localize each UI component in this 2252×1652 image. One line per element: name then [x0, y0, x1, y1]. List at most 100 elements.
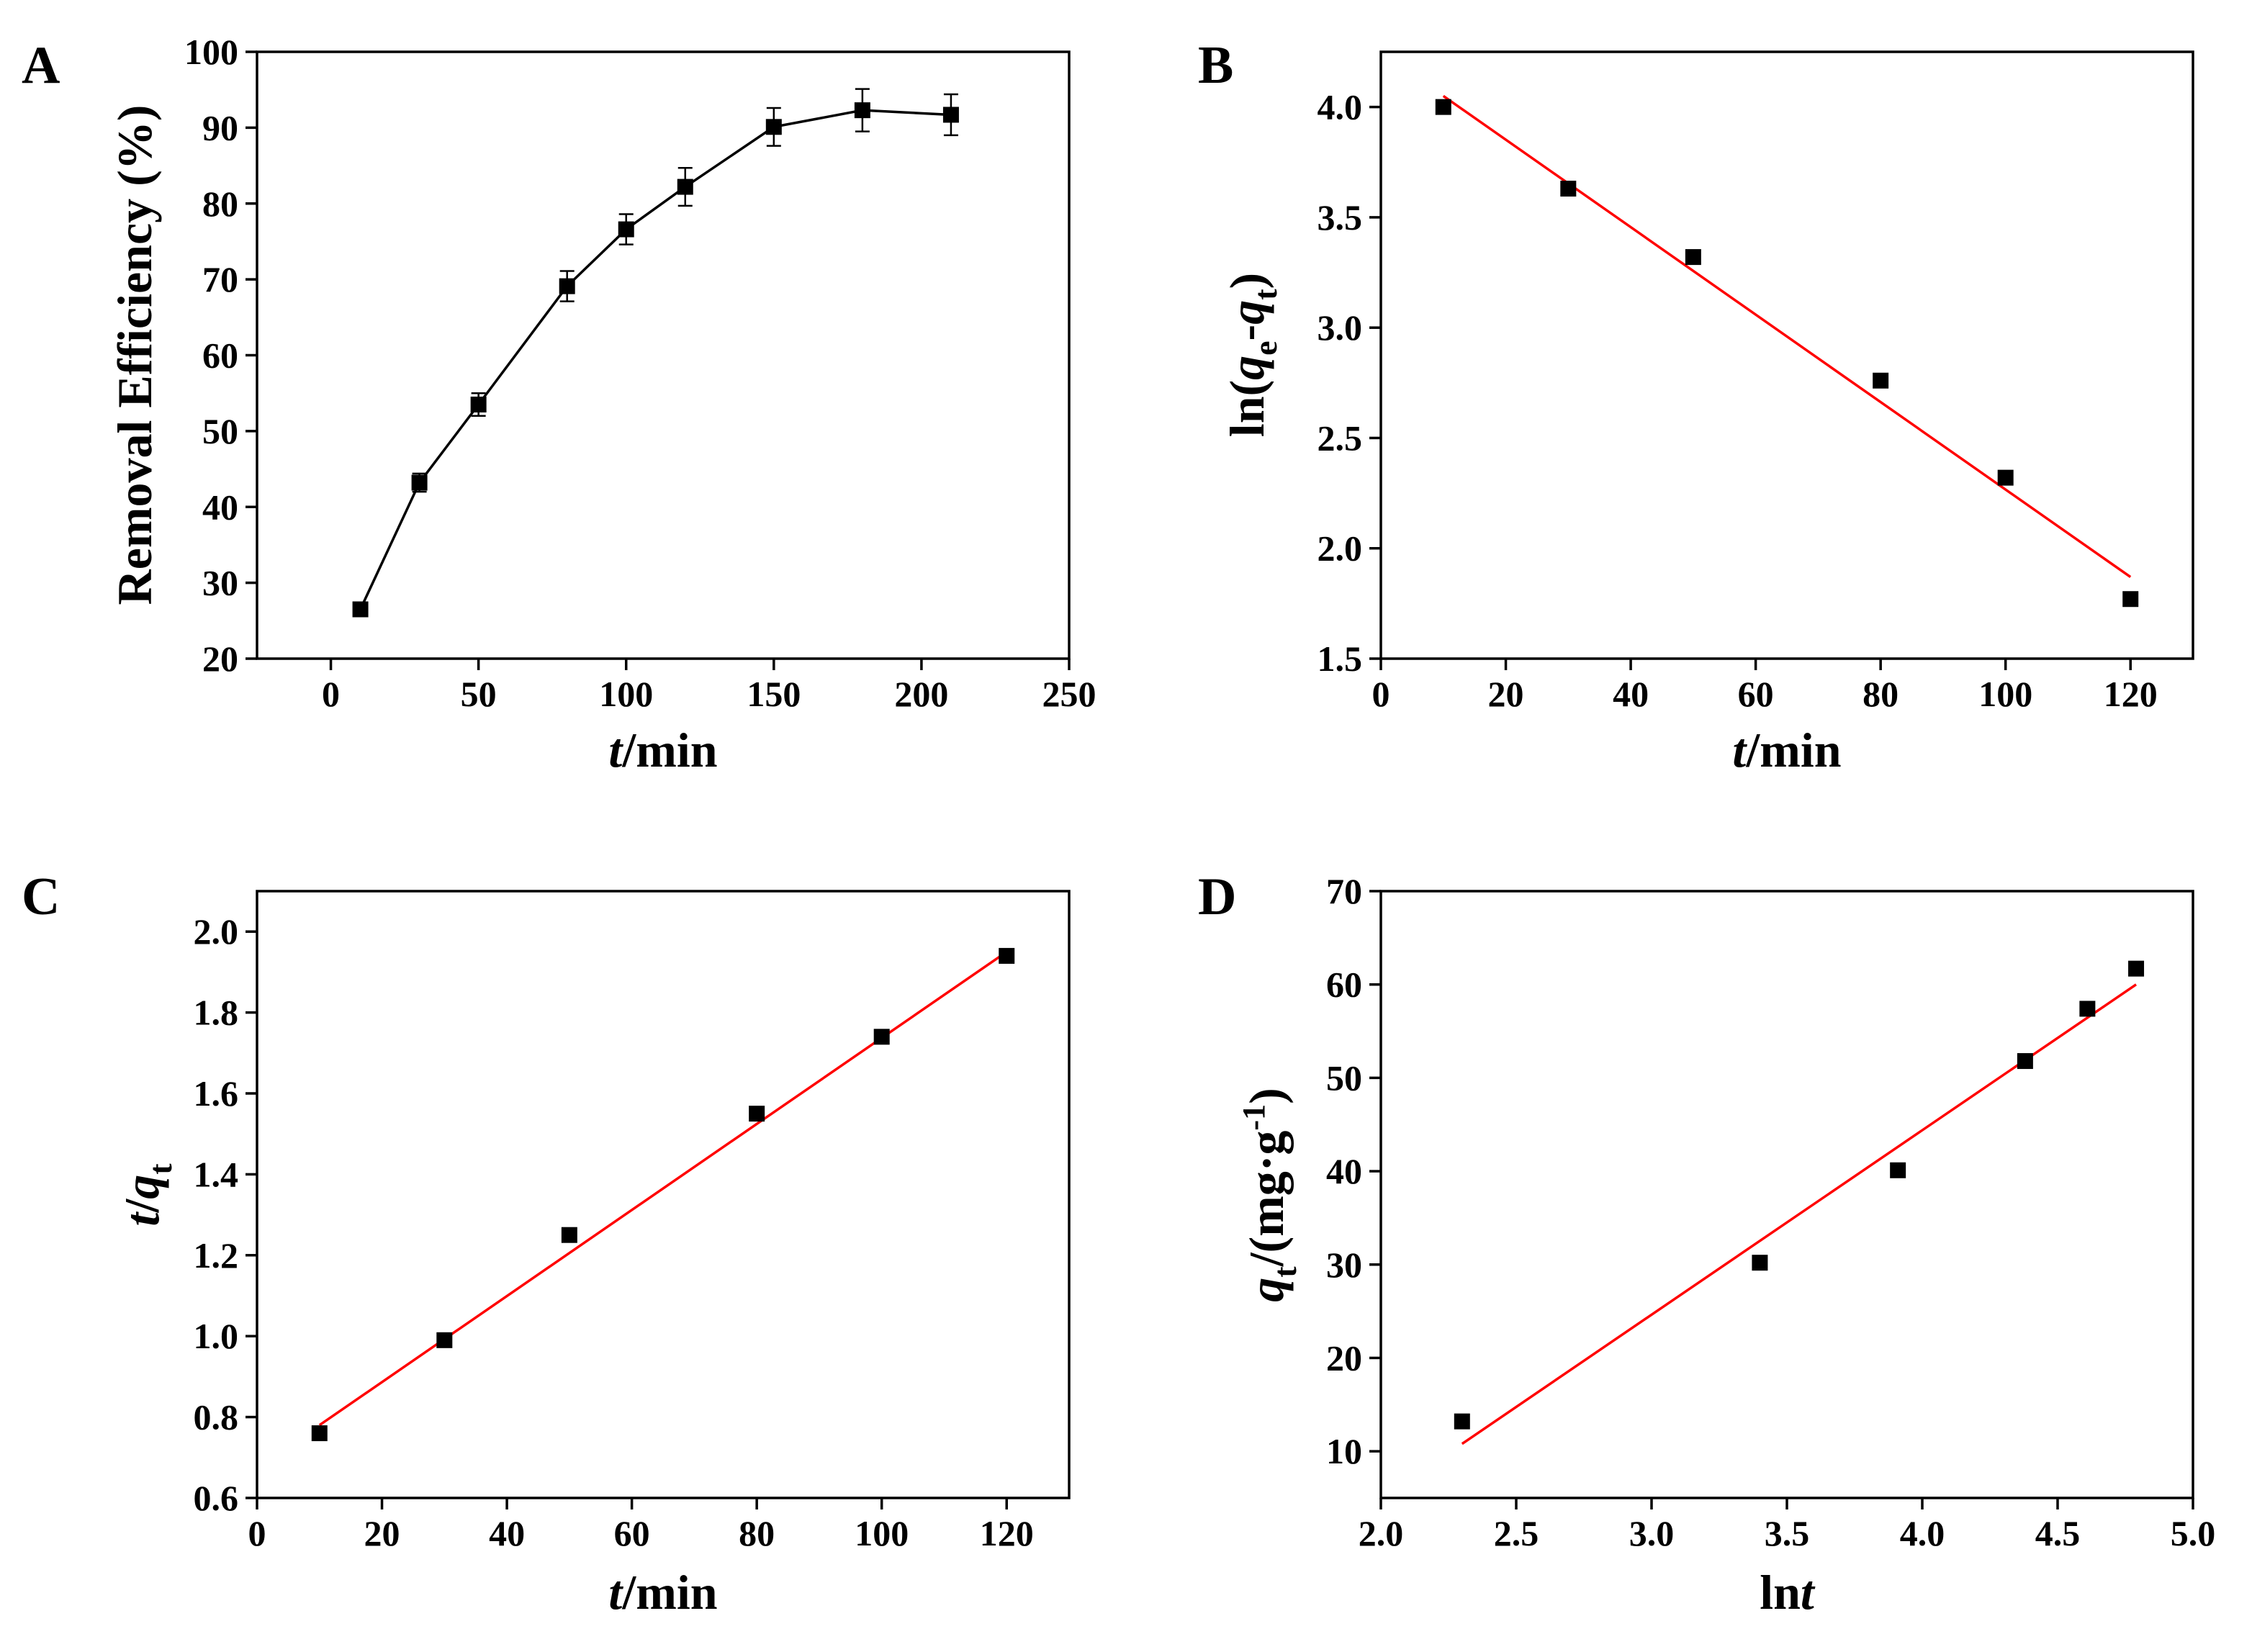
- x-tick-label-a: 100: [599, 674, 653, 714]
- x-tick-label-a: 250: [1042, 674, 1096, 714]
- data-point-d: [2017, 1053, 2033, 1070]
- y-tick-label-a: 50: [202, 411, 238, 451]
- panel-label-a: A: [22, 36, 60, 95]
- data-point-a: [942, 107, 959, 123]
- panel-label-b: B: [1198, 36, 1233, 95]
- x-tick-label-c: 40: [489, 1513, 525, 1553]
- y-axis-label-a: Removal Efficiency (%): [107, 105, 162, 605]
- y-axis-label-d: qt/(mg·g-1): [1236, 1088, 1303, 1302]
- data-point-b: [2122, 591, 2139, 608]
- data-point-a: [618, 221, 634, 238]
- x-tick-label-d: 5.0: [2171, 1513, 2216, 1553]
- y-tick-label-b: 4.0: [1318, 87, 1363, 127]
- y-tick-label-d: 10: [1326, 1431, 1362, 1471]
- x-tick-label-b: 40: [1613, 674, 1649, 714]
- data-point-a: [765, 119, 782, 135]
- y-tick-label-c: 1.4: [194, 1154, 239, 1194]
- data-point-d: [1752, 1255, 1768, 1271]
- data-point-a: [677, 179, 693, 195]
- x-tick-label-c: 80: [739, 1513, 775, 1553]
- x-axis-label-a: t/min: [608, 723, 717, 777]
- series-line-a: [359, 109, 952, 610]
- data-point-d: [1890, 1162, 1906, 1178]
- x-axis-label-b: t/min: [1732, 723, 1841, 777]
- x-tick-label-c: 60: [614, 1513, 650, 1553]
- x-tick-label-d: 4.5: [2035, 1513, 2081, 1553]
- y-tick-label-b: 3.0: [1318, 307, 1363, 348]
- panel-d: D 2.0 2.5 3.0 3.5 4.0 4.5 5.0 10 20 30 40 50 60 70 ln…: [1198, 867, 2215, 1620]
- panel-a: A 0 50 100 150 200 250 20 30 40 50 60 70 80 90 100 t/m…: [22, 32, 1096, 777]
- data-point-d: [2079, 1001, 2096, 1017]
- x-tick-label-c: 20: [364, 1513, 400, 1553]
- panel-c: C 0 20 40 60 80 100 120 0.6 0.8 1.0 1.2 1.4 1.6 1.8 2.…: [22, 867, 1071, 1620]
- y-tick-label-d: 30: [1326, 1245, 1362, 1285]
- data-point-d: [2128, 960, 2145, 977]
- x-tick-label-d: 3.0: [1629, 1513, 1675, 1553]
- data-point-a: [559, 278, 575, 294]
- fit-line-d: [1461, 983, 2138, 1445]
- y-tick-label-c: 1.6: [194, 1073, 239, 1114]
- x-tick-label-a: 0: [322, 674, 340, 714]
- y-axis-label-c: t/qt: [114, 1163, 179, 1227]
- y-tick-label-a: 70: [202, 259, 238, 299]
- x-tick-label-b: 60: [1738, 674, 1774, 714]
- x-tick-label-d: 2.5: [1494, 1513, 1539, 1553]
- data-point-d: [1454, 1413, 1470, 1430]
- data-point-c: [561, 1227, 577, 1243]
- x-tick-label-b: 100: [1978, 674, 2032, 714]
- y-tick-label-a: 100: [184, 32, 238, 72]
- data-point-b: [1997, 469, 2014, 486]
- data-point-b: [1873, 372, 1889, 389]
- x-axis-label-c: t/min: [608, 1565, 717, 1620]
- y-tick-label-d: 60: [1326, 965, 1362, 1005]
- y-tick-label-b: 3.5: [1318, 197, 1363, 238]
- plot-frame-a: [256, 50, 1071, 660]
- data-point-b: [1685, 249, 1701, 266]
- y-tick-label-c: 0.8: [194, 1397, 239, 1437]
- y-tick-label-b: 1.5: [1318, 638, 1363, 679]
- y-tick-label-c: 1.0: [194, 1316, 239, 1356]
- fit-line-c: [318, 950, 1008, 1427]
- data-point-a: [352, 601, 369, 618]
- x-tick-label-c: 120: [980, 1513, 1034, 1553]
- y-tick-label-d: 70: [1326, 871, 1362, 911]
- plot-frame-c: [256, 890, 1071, 1499]
- data-point-c: [999, 947, 1015, 964]
- panel-label-d: D: [1198, 867, 1236, 926]
- x-tick-label-a: 50: [461, 674, 497, 714]
- y-tick-label-a: 90: [202, 107, 238, 148]
- y-tick-label-c: 2.0: [194, 911, 239, 952]
- x-tick-label-b: 20: [1488, 674, 1524, 714]
- y-tick-label-a: 20: [202, 638, 238, 679]
- x-tick-label-c: 0: [248, 1513, 266, 1553]
- x-tick-label-a: 200: [894, 674, 948, 714]
- x-axis-label-d: lnt: [1760, 1565, 1816, 1620]
- fit-line-b: [1442, 94, 2132, 579]
- y-tick-label-c: 1.2: [194, 1235, 239, 1276]
- y-tick-label-b: 2.5: [1318, 417, 1363, 458]
- y-tick-label-d: 40: [1326, 1151, 1362, 1191]
- x-tick-label-d: 4.0: [1900, 1513, 1945, 1553]
- x-tick-label-d: 2.0: [1359, 1513, 1404, 1553]
- panel-b: B 0 20 40 60 80 100 120 1.5 2.0 2.5 3.0 3.5 4.0 t/mi…: [1198, 36, 2194, 777]
- data-point-a: [411, 474, 428, 491]
- plot-frame-d: [1379, 890, 2194, 1499]
- y-axis-label-b: ln(qe-qt): [1220, 273, 1284, 437]
- data-point-b: [1560, 181, 1577, 197]
- y-tick-label-d: 20: [1326, 1337, 1362, 1378]
- y-tick-label-a: 40: [202, 487, 238, 527]
- y-tick-label-a: 60: [202, 335, 238, 376]
- x-tick-label-b: 80: [1863, 674, 1899, 714]
- y-tick-label-a: 30: [202, 563, 238, 603]
- plot-frame-b: [1379, 50, 2194, 660]
- data-point-a: [854, 102, 870, 119]
- x-tick-label-b: 120: [2104, 674, 2158, 714]
- data-point-b: [1435, 99, 1451, 115]
- data-point-c: [749, 1106, 765, 1122]
- data-point-a: [470, 396, 487, 412]
- data-point-c: [873, 1029, 890, 1045]
- y-tick-label-b: 2.0: [1318, 528, 1363, 569]
- y-tick-label-c: 0.6: [194, 1478, 239, 1518]
- y-tick-label-c: 1.8: [194, 993, 239, 1033]
